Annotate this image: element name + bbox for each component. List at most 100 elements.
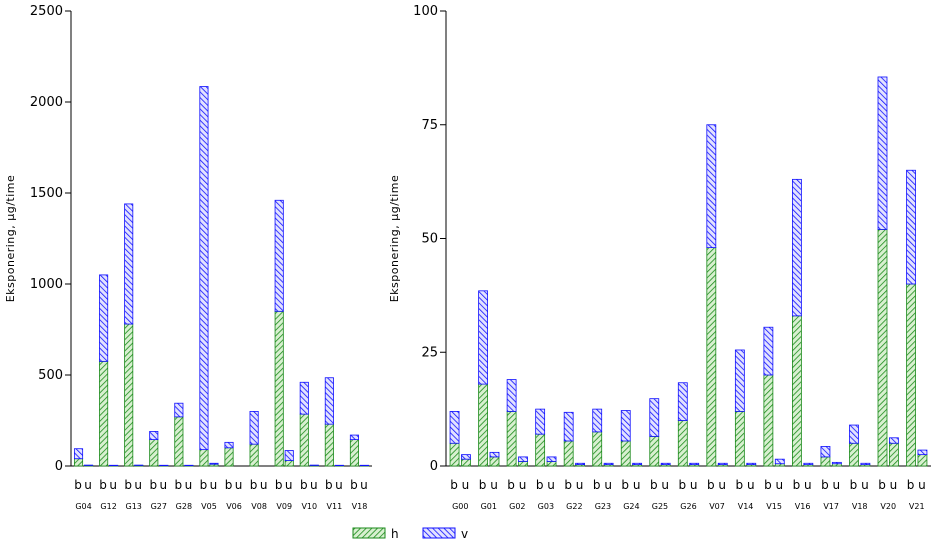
subgroup-label-u: u <box>360 478 369 492</box>
category-label-G22: G22 <box>566 502 582 511</box>
subgroup-label-b: b <box>707 478 716 492</box>
subgroup-label-b: b <box>593 478 602 492</box>
bar-V11-b-h <box>324 423 334 467</box>
subgroup-label-u: u <box>890 478 899 492</box>
subgroup-label-b: b <box>678 478 687 492</box>
category-label-G12: G12 <box>100 502 116 511</box>
bar-V14-b-v <box>734 349 745 412</box>
bar-G12-b-v <box>99 274 109 362</box>
bar-G24-u-v <box>632 462 643 466</box>
y-tick-label: 1000 <box>30 277 63 292</box>
bar-G22-b-v <box>563 411 574 442</box>
category-label-G13: G13 <box>126 502 142 511</box>
subgroup-label-b: b <box>275 478 284 492</box>
y-tick-label: 500 <box>38 368 63 383</box>
subgroup-label-u: u <box>335 478 344 492</box>
bar-V10-b-h <box>299 413 309 467</box>
category-label-G00: G00 <box>452 502 468 511</box>
category-label-V17: V17 <box>823 502 839 511</box>
subgroup-label-b: b <box>907 478 916 492</box>
bar-G02-u-h <box>518 461 528 467</box>
bar-V14-u-v <box>746 462 757 466</box>
bar-G03-u-v <box>546 456 557 462</box>
y-tick-label: 25 <box>421 345 438 360</box>
bar-V05-b-v <box>199 86 209 451</box>
bar-V07-b-h <box>706 247 717 467</box>
y-tick-label: 2000 <box>30 95 63 110</box>
bar-G00-b-h <box>449 442 460 467</box>
category-label-V07: V07 <box>709 502 725 511</box>
legend-label-h: h <box>391 527 399 541</box>
subgroup-label-b: b <box>536 478 545 492</box>
bar-V08-b-v <box>249 410 259 445</box>
subgroup-label-b: b <box>250 478 259 492</box>
subgroup-label-u: u <box>833 478 842 492</box>
bar-V17-b-v <box>820 446 831 458</box>
subgroup-label-u: u <box>718 478 727 492</box>
bar-V06-b-v <box>224 441 234 449</box>
subgroup-label-b: b <box>74 478 83 492</box>
y-axis-label: Eksponering, μg/time <box>4 175 17 303</box>
category-label-G27: G27 <box>151 502 167 511</box>
bar-G13-b-h <box>124 323 134 467</box>
subgroup-label-b: b <box>99 478 108 492</box>
subgroup-label-b: b <box>736 478 745 492</box>
bar-V16-b-v <box>792 178 802 317</box>
subgroup-label-b: b <box>650 478 659 492</box>
legend-swatch-h <box>352 527 386 539</box>
subgroup-label-u: u <box>661 478 670 492</box>
subgroup-label-u: u <box>160 478 169 492</box>
category-label-V20: V20 <box>880 502 896 511</box>
subgroup-label-b: b <box>225 478 234 492</box>
subgroup-label-u: u <box>210 478 219 492</box>
subgroup-label-u: u <box>490 478 499 492</box>
y-tick-label: 1500 <box>30 186 63 201</box>
bar-G04-b-h <box>73 458 84 467</box>
bar-V21-b-v <box>906 169 916 285</box>
y-tick-label: 50 <box>421 232 438 247</box>
category-label-G02: G02 <box>509 502 525 511</box>
subgroup-label-u: u <box>604 478 613 492</box>
bar-V18-b-h <box>849 442 859 467</box>
left-chart-panel: 0 500 1000 1500 2000 2500 Eksponering, μg/time… <box>4 4 372 511</box>
legend-swatch-v <box>422 527 456 539</box>
subgroup-label-u: u <box>462 478 471 492</box>
subgroup-label-u: u <box>804 478 813 492</box>
subgroup-label-u: u <box>84 478 93 492</box>
bar-G23-b-h <box>592 431 603 467</box>
bar-V16-u-v <box>803 462 814 466</box>
subgroup-label-b: b <box>450 478 459 492</box>
bar-G00-u-v <box>461 454 471 460</box>
y-axis-label: Eksponering, μg/time <box>388 175 401 303</box>
y-tick-label: 0 <box>430 459 438 474</box>
subgroup-label-u: u <box>185 478 194 492</box>
category-label-G28: G28 <box>176 502 192 511</box>
subgroup-label-b: b <box>621 478 630 492</box>
bar-G26-u-v <box>689 462 700 466</box>
bar-V08-b-h <box>249 443 259 467</box>
subgroup-label-b: b <box>149 478 158 492</box>
y-tick-label: 0 <box>55 459 63 474</box>
subgroup-label-b: b <box>350 478 359 492</box>
bar-G23-u-v <box>603 462 614 466</box>
category-label-V10: V10 <box>301 502 317 511</box>
bar-V14-b-h <box>734 410 745 467</box>
subgroup-label-u: u <box>747 478 756 492</box>
subgroup-label-b: b <box>300 478 309 492</box>
bar-G12-b-h <box>99 360 109 467</box>
subgroup-label-u: u <box>576 478 585 492</box>
subgroup-label-b: b <box>124 478 133 492</box>
bar-G24-b-h <box>620 440 631 467</box>
bar-V11-b-v <box>324 377 334 425</box>
bar-V20-u-v <box>889 437 899 444</box>
bar-V18-b-v <box>849 424 859 444</box>
subgroup-label-b: b <box>325 478 334 492</box>
category-label-V14: V14 <box>738 502 754 511</box>
category-label-V18: V18 <box>352 502 368 511</box>
bar-G03-b-v <box>535 408 546 435</box>
bar-V09-u-v <box>284 450 294 461</box>
bar-G24-b-v <box>620 410 631 442</box>
bar-V20-b-v <box>877 76 888 230</box>
y-tick-label: 2500 <box>30 4 63 19</box>
subgroup-label-b: b <box>793 478 802 492</box>
